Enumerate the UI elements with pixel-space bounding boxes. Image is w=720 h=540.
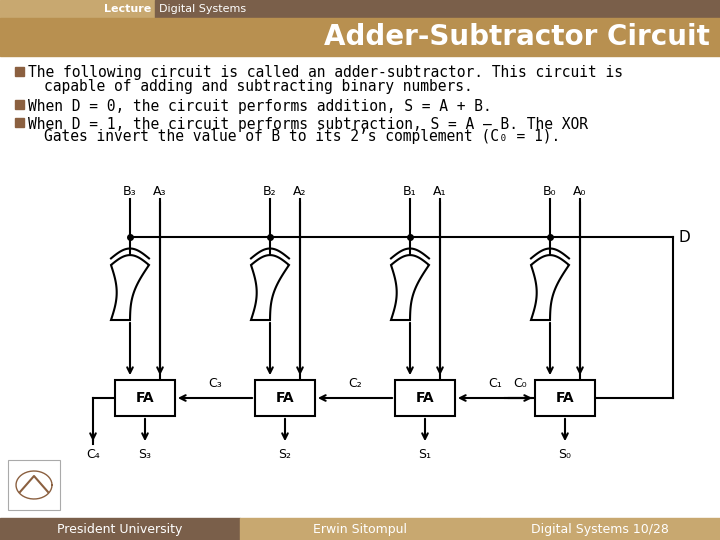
Text: S₃: S₃	[138, 448, 151, 461]
Text: B₀: B₀	[544, 185, 557, 198]
Bar	[395, 380, 455, 416]
Text: C₂: C₂	[348, 377, 362, 390]
Bar	[255, 380, 315, 416]
Bar	[0, 18, 720, 56]
Text: Digital Systems: Digital Systems	[159, 4, 246, 14]
Bar	[480, 518, 720, 540]
Text: B₁: B₁	[403, 185, 417, 198]
Text: FA: FA	[276, 391, 294, 405]
Text: When D = 0, the circuit performs addition, S = A + B.: When D = 0, the circuit performs additio…	[28, 98, 492, 113]
Text: C₀: C₀	[513, 377, 527, 390]
Bar	[15, 67, 24, 76]
Bar	[0, 518, 240, 540]
Text: capable of adding and subtracting binary numbers.: capable of adding and subtracting binary…	[44, 78, 473, 93]
Text: S₁: S₁	[418, 448, 431, 461]
Text: C₁: C₁	[488, 377, 502, 390]
Text: Lecture: Lecture	[104, 4, 151, 14]
Text: President University: President University	[58, 523, 183, 536]
Text: FA: FA	[556, 391, 575, 405]
Text: A₃: A₃	[153, 185, 167, 198]
Polygon shape	[531, 255, 569, 320]
Polygon shape	[391, 255, 429, 320]
Text: D: D	[678, 230, 690, 245]
Bar	[0, 56, 720, 518]
Text: Digital Systems 10/28: Digital Systems 10/28	[531, 523, 669, 536]
Bar	[115, 380, 175, 416]
Text: A₂: A₂	[293, 185, 307, 198]
Text: S₀: S₀	[559, 448, 572, 461]
Text: S₂: S₂	[279, 448, 292, 461]
Text: FA: FA	[135, 391, 154, 405]
Text: A₁: A₁	[433, 185, 446, 198]
Text: FA: FA	[415, 391, 434, 405]
Text: The following circuit is called an adder-subtractor. This circuit is: The following circuit is called an adder…	[28, 65, 623, 80]
Text: When D = 1, the circuit performs subtraction, S = A – B. The XOR: When D = 1, the circuit performs subtrac…	[28, 117, 588, 132]
Bar	[15, 118, 24, 127]
Text: Gates invert the value of B to its 2’s complement (C₀ = 1).: Gates invert the value of B to its 2’s c…	[44, 130, 560, 145]
Text: A₀: A₀	[573, 185, 587, 198]
Bar	[535, 380, 595, 416]
Text: Erwin Sitompul: Erwin Sitompul	[313, 523, 407, 536]
Text: C₄: C₄	[86, 448, 100, 461]
Bar	[15, 100, 24, 109]
Text: Adder-Subtractor Circuit: Adder-Subtractor Circuit	[324, 23, 710, 51]
Text: B₂: B₂	[264, 185, 276, 198]
Text: C₃: C₃	[208, 377, 222, 390]
Bar	[0, 0, 720, 18]
Bar	[240, 518, 480, 540]
Polygon shape	[111, 255, 149, 320]
Bar	[8, 460, 60, 510]
Bar	[155, 0, 720, 18]
Polygon shape	[251, 255, 289, 320]
Text: B₃: B₃	[123, 185, 137, 198]
